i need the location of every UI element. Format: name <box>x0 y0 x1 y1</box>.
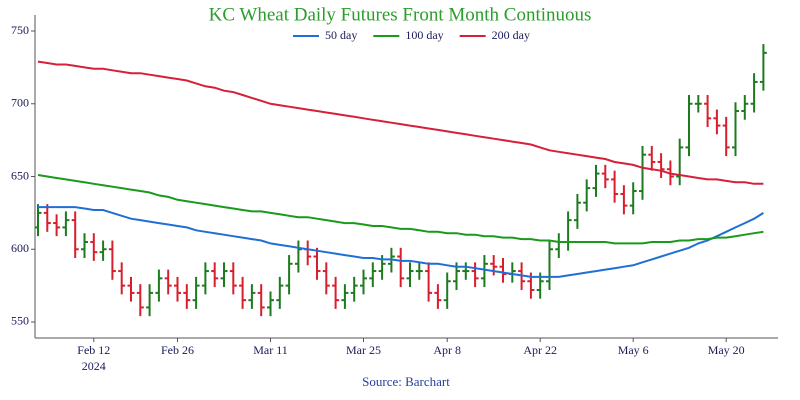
x-tick-label: Apr 8 <box>433 343 461 357</box>
x-year-label: 2024 <box>82 359 106 373</box>
legend-label: 100 day <box>405 28 443 42</box>
x-tick-label: Feb 26 <box>161 343 194 357</box>
source-note: Source: Barchart <box>362 374 450 389</box>
moving-average-line <box>37 60 764 185</box>
y-tick-label: 550 <box>11 314 29 328</box>
legend-label: 200 day <box>492 28 530 42</box>
x-tick-label: May 6 <box>618 343 649 357</box>
x-tick-label: Apr 22 <box>523 343 557 357</box>
y-tick-label: 700 <box>11 96 29 110</box>
legend-label: 50 day <box>325 28 357 42</box>
y-tick-label: 650 <box>11 168 29 182</box>
x-tick-label: Mar 11 <box>253 343 288 357</box>
y-tick-label: 600 <box>11 241 29 255</box>
x-tick-label: Mar 25 <box>346 343 381 357</box>
moving-average-line <box>37 174 764 245</box>
x-tick-label: Feb 12 <box>77 343 110 357</box>
chart-title: KC Wheat Daily Futures Front Month Conti… <box>209 4 592 25</box>
x-tick-label: May 20 <box>708 343 745 357</box>
moving-average-line <box>38 206 764 278</box>
y-tick-label: 750 <box>11 23 29 37</box>
